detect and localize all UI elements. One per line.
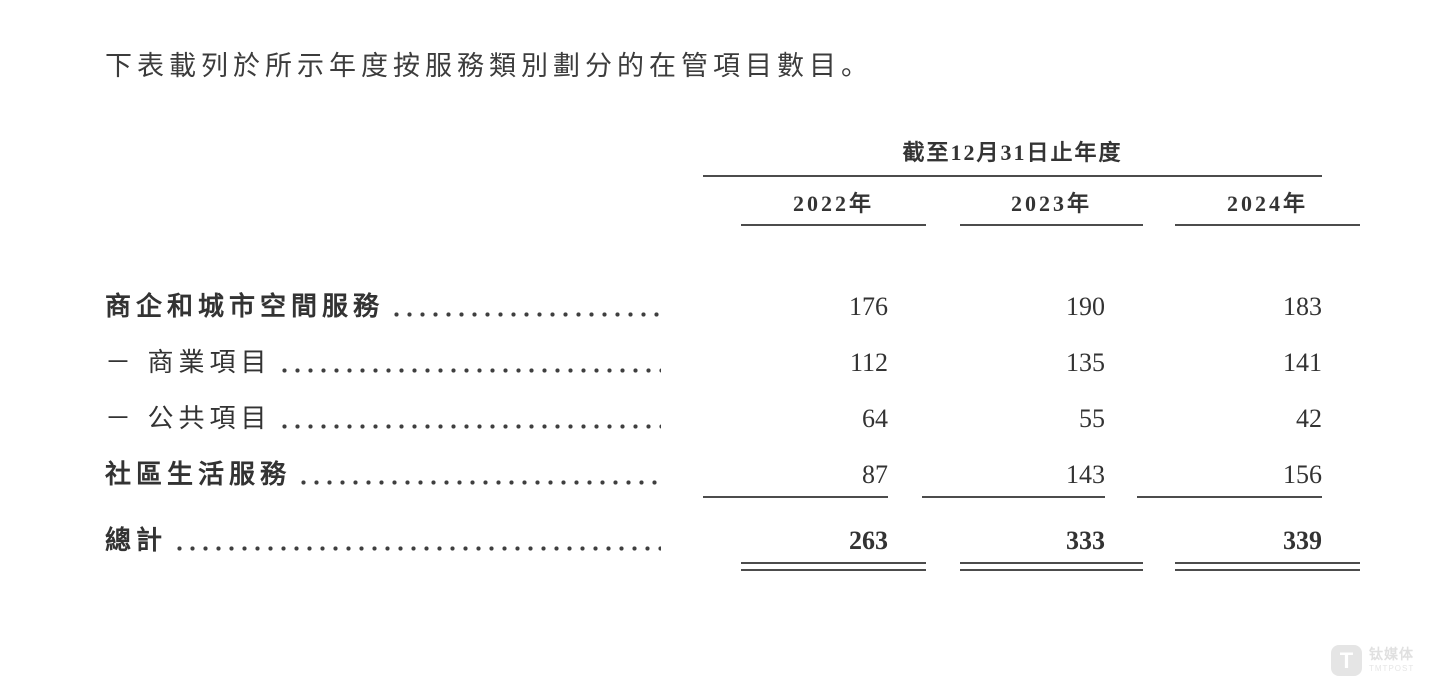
dot-leader xyxy=(394,312,661,317)
value-cell: 333 xyxy=(1066,526,1105,555)
table-row: 總計 263 333 339 xyxy=(105,524,1322,558)
projects-by-service-table: 截至12月31日止年度 2022年 2023年 2024年 商企和城市空間服務 176… xyxy=(105,140,1360,571)
year-header-row: 2022年 2023年 2024年 xyxy=(105,191,1360,226)
table-row: 商企和城市空間服務 176 190 183 xyxy=(105,290,1322,324)
double-rule-segment xyxy=(741,562,926,571)
row-label: － 公共項目 xyxy=(105,404,272,433)
watermark: T 钛媒体 TMTPOST xyxy=(1331,645,1414,676)
dot-leader xyxy=(177,546,661,551)
table-spanning-header: 截至12月31日止年度 xyxy=(902,140,1123,165)
dot-leader xyxy=(301,480,661,485)
row-label-area: 總計 xyxy=(105,524,665,558)
value-cell: 263 xyxy=(849,526,888,555)
table-row: － 商業項目 112 135 141 xyxy=(105,346,1322,380)
watermark-logo-icon: T xyxy=(1331,645,1362,676)
value-cell: 42 xyxy=(1296,404,1322,433)
table-row: － 公共項目 64 55 42 xyxy=(105,402,1322,436)
year-column-header: 2024年 xyxy=(1175,191,1360,226)
row-label: 社區生活服務 xyxy=(105,460,292,489)
row-label-area: 社區生活服務 xyxy=(105,458,665,492)
row-label-area: － 公共項目 xyxy=(105,402,665,436)
value-cell: 55 xyxy=(1079,404,1105,433)
year-column-header: 2023年 xyxy=(960,191,1143,226)
row-label-area: － 商業項目 xyxy=(105,346,665,380)
watermark-name-cn: 钛媒体 xyxy=(1369,646,1414,662)
dot-leader xyxy=(281,424,661,429)
double-rule-segment xyxy=(960,562,1143,571)
value-cell: 143 xyxy=(922,458,1105,498)
table-body: 商企和城市空間服務 176 190 183 － 商業項目 112 135 141 － 公共項目 6… xyxy=(105,290,1360,571)
dot-leader xyxy=(281,368,661,373)
rule-spacer xyxy=(105,562,703,571)
row-label: － 商業項目 xyxy=(105,348,272,377)
row-label-area: 商企和城市空間服務 xyxy=(105,290,665,324)
watermark-text: 钛媒体 TMTPOST xyxy=(1369,645,1415,674)
value-cell: 176 xyxy=(849,292,888,321)
table-row: 社區生活服務 87 143 156 xyxy=(105,458,1322,498)
value-cell: 87 xyxy=(703,458,888,498)
value-cell: 190 xyxy=(1066,292,1105,321)
value-cell: 339 xyxy=(1283,526,1322,555)
year-column-header: 2022年 xyxy=(741,191,926,226)
row-label: 總計 xyxy=(105,526,168,555)
header-spacer xyxy=(105,191,703,226)
grand-total-double-rule xyxy=(105,562,1360,571)
spanning-header-rule xyxy=(703,175,1322,177)
intro-text: 下表載列於所示年度按服務類別劃分的在管項目數目。 xyxy=(105,51,873,81)
value-cell: 112 xyxy=(849,348,888,377)
double-rule-segment xyxy=(1175,562,1360,571)
value-cell: 156 xyxy=(1137,458,1322,498)
value-cell: 183 xyxy=(1283,292,1322,321)
value-cell: 141 xyxy=(1283,348,1322,377)
row-label: 商企和城市空間服務 xyxy=(105,292,385,321)
value-cell: 135 xyxy=(1066,348,1105,377)
watermark-name-en: TMTPOST xyxy=(1369,664,1415,673)
value-cell: 64 xyxy=(862,404,888,433)
